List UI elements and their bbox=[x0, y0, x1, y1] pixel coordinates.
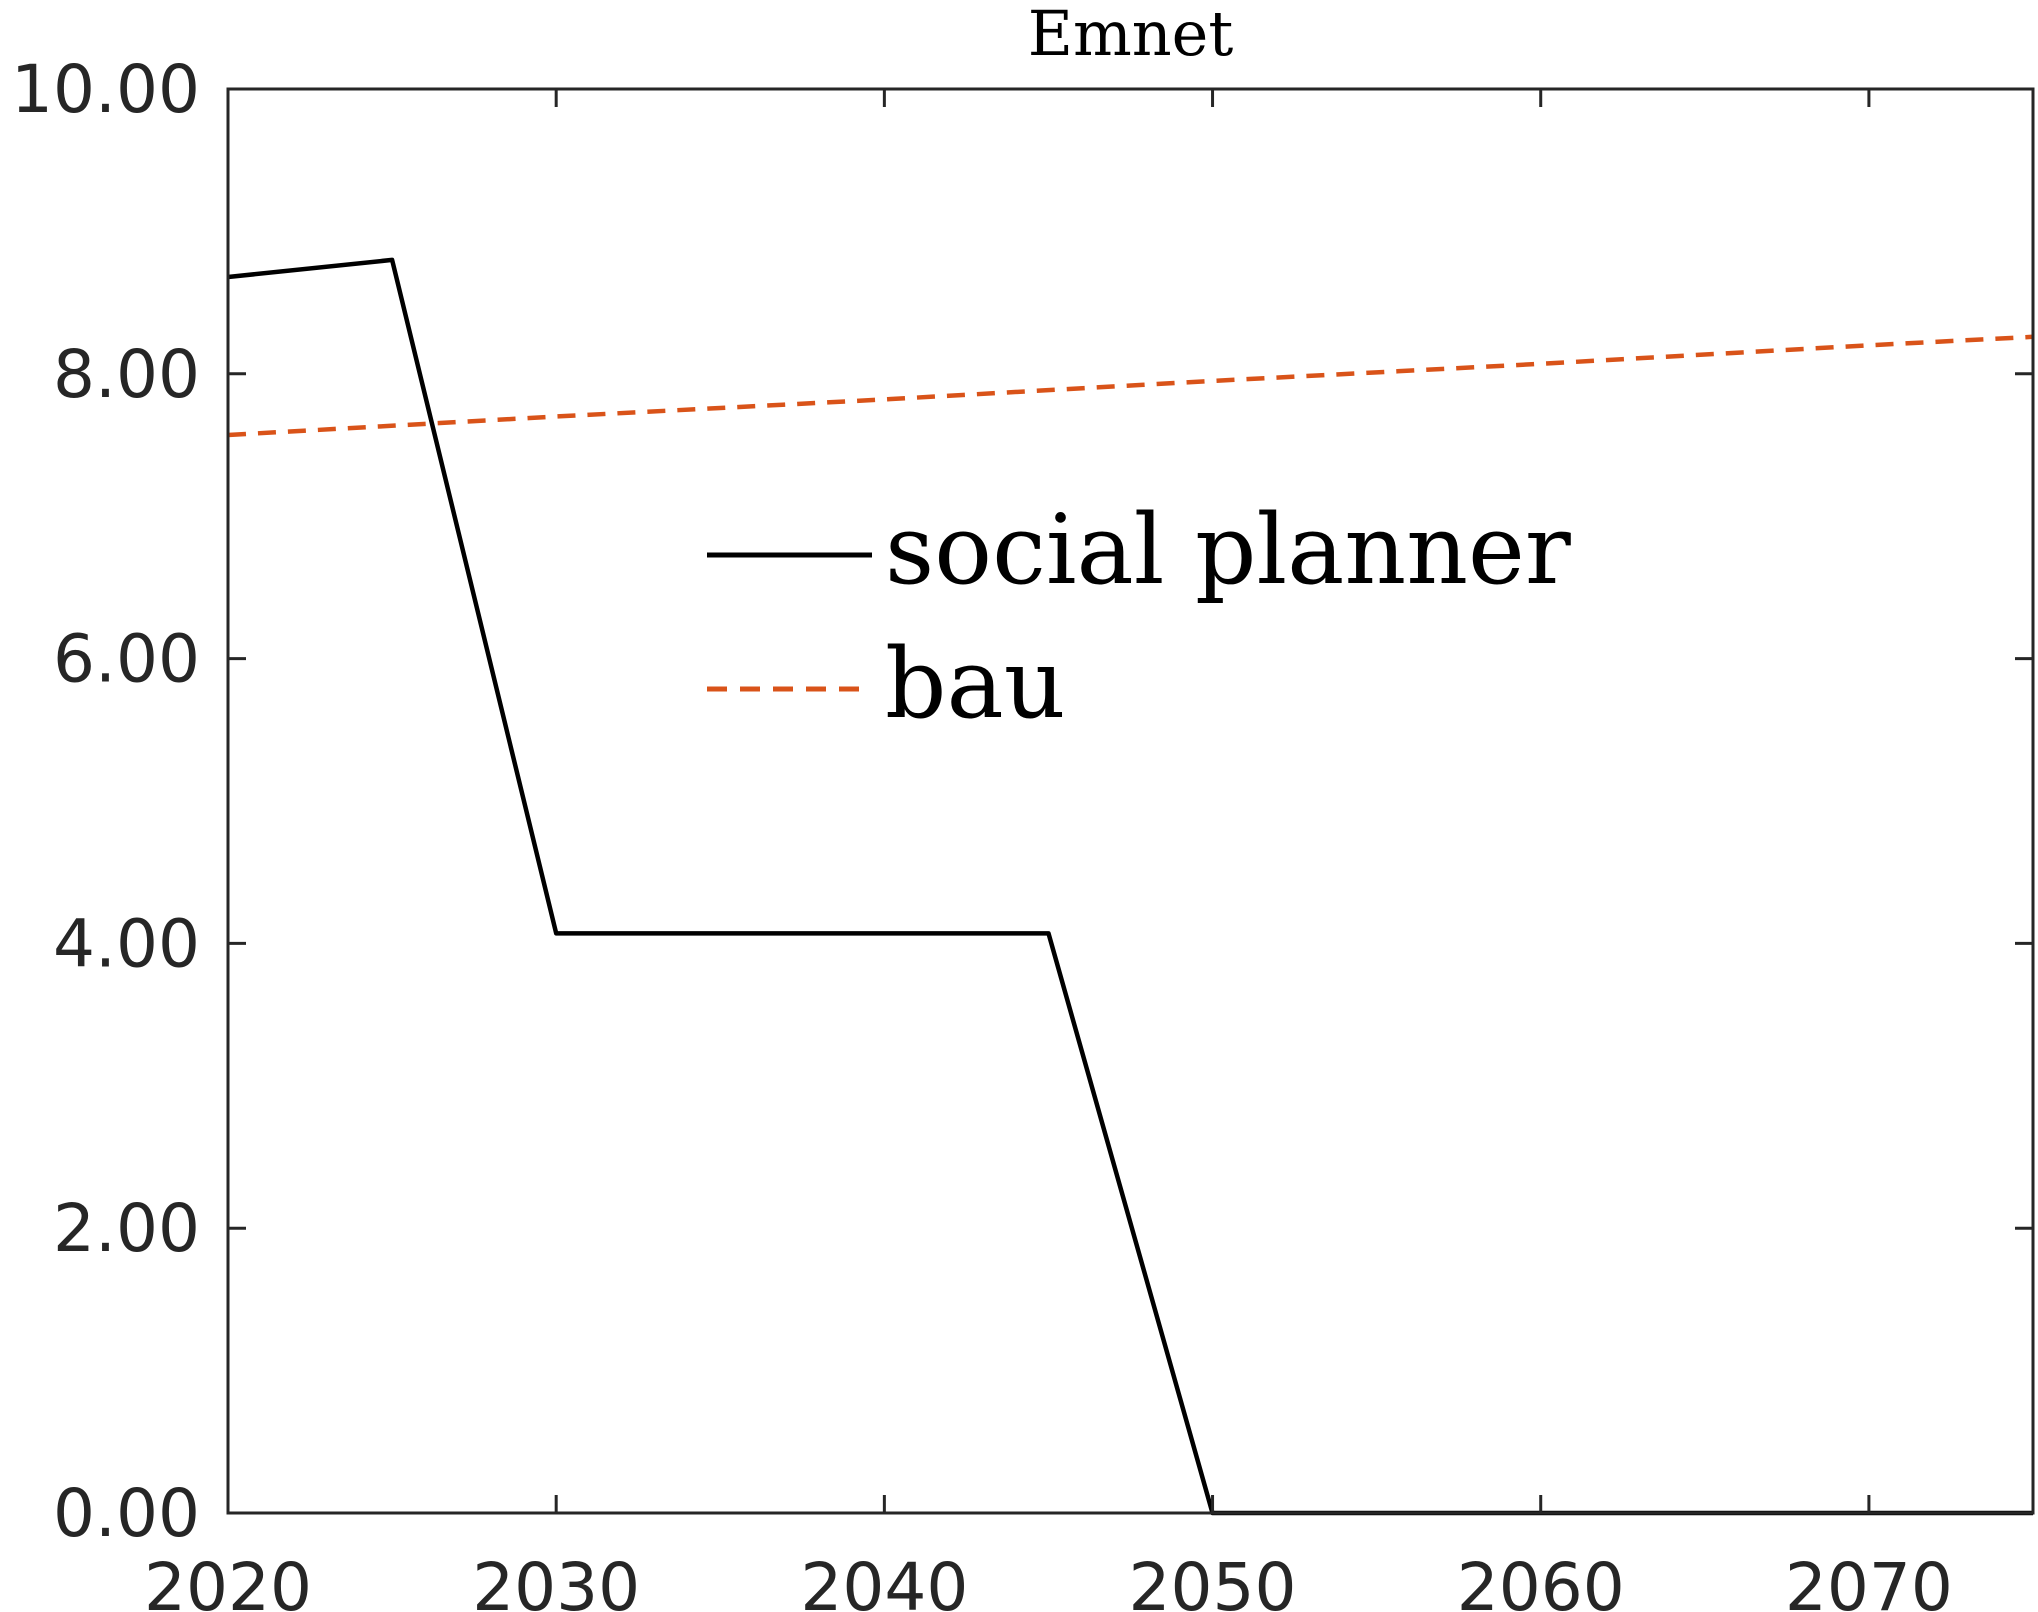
legend-label-1: social planner bbox=[885, 494, 1571, 606]
plot-frame bbox=[226, 87, 2035, 1515]
y-tick-label: 4.00 bbox=[53, 905, 200, 982]
tick-layer: 2020 2030 2040 2050 2060 2070 0.00 2.00 4.00 6.00… bbox=[11, 51, 2033, 1612]
series-line-2 bbox=[227, 334, 2034, 438]
x-tick-label: 2070 bbox=[1785, 1549, 1953, 1612]
y-tick-label: 6.00 bbox=[53, 621, 200, 698]
series-line-1 bbox=[227, 257, 2033, 1516]
y-tick-label: 8.00 bbox=[53, 336, 200, 413]
legend-label-2: bau bbox=[885, 628, 1066, 740]
y-tick-label: 10.00 bbox=[11, 51, 200, 128]
x-tick-label: 2030 bbox=[472, 1549, 640, 1612]
legend: social planner bau bbox=[707, 494, 1571, 740]
chart-title: Emnet bbox=[1028, 0, 1234, 70]
series-layer bbox=[227, 257, 2034, 1516]
x-tick-label: 2040 bbox=[800, 1549, 968, 1612]
x-tick-label: 2060 bbox=[1457, 1549, 1625, 1612]
x-tick-label: 2020 bbox=[144, 1549, 312, 1612]
y-tick-label: 2.00 bbox=[53, 1190, 200, 1267]
x-tick-label: 2050 bbox=[1129, 1549, 1297, 1612]
y-tick-label: 0.00 bbox=[53, 1475, 200, 1552]
